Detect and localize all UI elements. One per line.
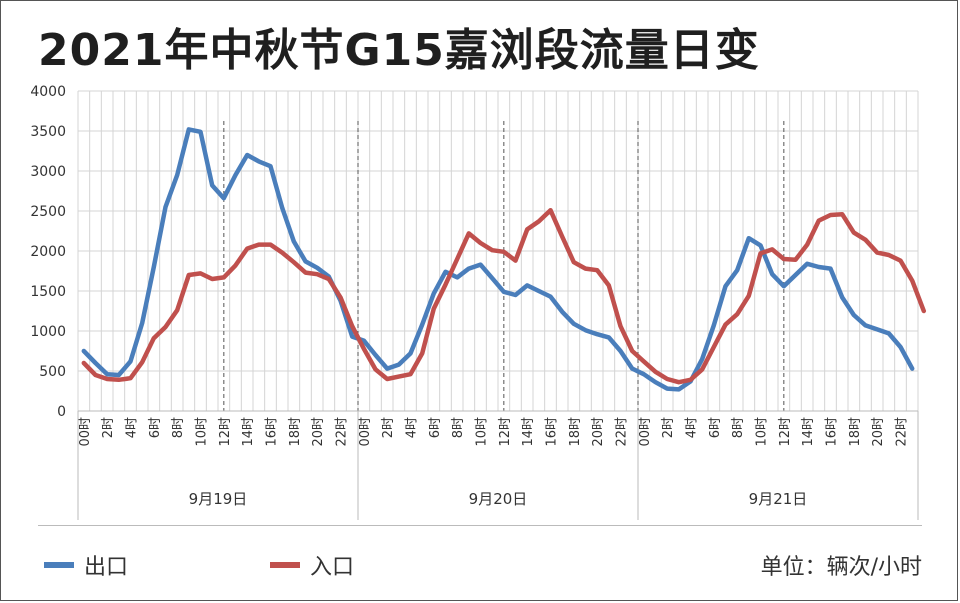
day-label: 9月21日 [749,490,808,508]
x-tick-label: 2时 [101,417,116,438]
x-tick-label: 16时 [545,417,560,447]
x-tick-label: 4时 [125,417,140,438]
x-tick-label: 00时 [78,417,93,447]
chart-title: 2021年中秋节G15嘉浏段流量日变 [38,25,760,76]
legend-label-exit: 出口 [84,555,129,580]
y-tick-label: 2500 [30,204,66,220]
x-tick-label: 16时 [265,417,280,447]
series-line-exit [81,127,915,392]
x-tick-label: 10时 [195,417,210,447]
legend-item-entrance: 入口 [270,549,354,581]
legend-swatch-entrance [270,562,300,568]
x-tick-label: 10时 [755,417,770,447]
y-tick-label: 0 [57,404,66,420]
day-label: 9月19日 [189,490,248,508]
x-tick-label: 2时 [381,417,396,438]
x-tick-label: 00时 [638,417,653,447]
x-tick-label: 10时 [475,417,490,447]
x-tick-label: 18时 [568,417,583,447]
x-tick-label: 12时 [498,417,513,447]
y-tick-label: 4000 [30,84,66,100]
unit-label: 单位：辆次/小时 [760,555,922,580]
x-tick-label: 12时 [218,417,233,447]
x-tick-label: 14时 [521,417,536,447]
x-tick-label: 8时 [731,417,746,438]
legend-divider [38,525,922,526]
y-tick-label: 1000 [30,324,66,340]
x-tick-label: 2时 [661,417,676,438]
x-tick-label: 14时 [241,417,256,447]
y-tick-label: 500 [39,364,66,380]
x-tick-label: 22时 [895,417,910,447]
x-tick-label: 6时 [708,417,723,438]
y-tick-label: 2000 [30,244,66,260]
y-tick-label: 1500 [30,284,66,300]
x-tick-label: 20时 [871,417,886,447]
legend-swatch-exit [44,562,74,568]
x-tick-label: 4时 [685,417,700,438]
legend-label-entrance: 入口 [310,555,355,580]
y-tick-label: 3000 [30,164,66,180]
x-tick-label: 6时 [428,417,443,438]
x-tick-label: 00时 [358,417,373,447]
day-label: 9月20日 [469,490,528,508]
x-tick-label: 14时 [801,417,816,447]
x-tick-label: 6时 [148,417,163,438]
x-tick-label: 16时 [825,417,840,447]
legend-item-exit: 出口 [44,549,128,581]
x-tick-label: 18时 [288,417,303,447]
x-tick-label: 20时 [591,417,606,447]
x-tick-label: 18时 [848,417,863,447]
x-tick-label: 8时 [171,417,186,438]
x-tick-label: 8时 [451,417,466,438]
x-tick-label: 12时 [778,417,793,447]
x-tick-label: 22时 [335,417,350,447]
series-line-entrance [81,207,927,385]
x-tick-label: 20时 [311,417,326,447]
x-tick-label: 4时 [405,417,420,438]
x-tick-label: 22时 [615,417,630,447]
y-tick-label: 3500 [30,124,66,140]
